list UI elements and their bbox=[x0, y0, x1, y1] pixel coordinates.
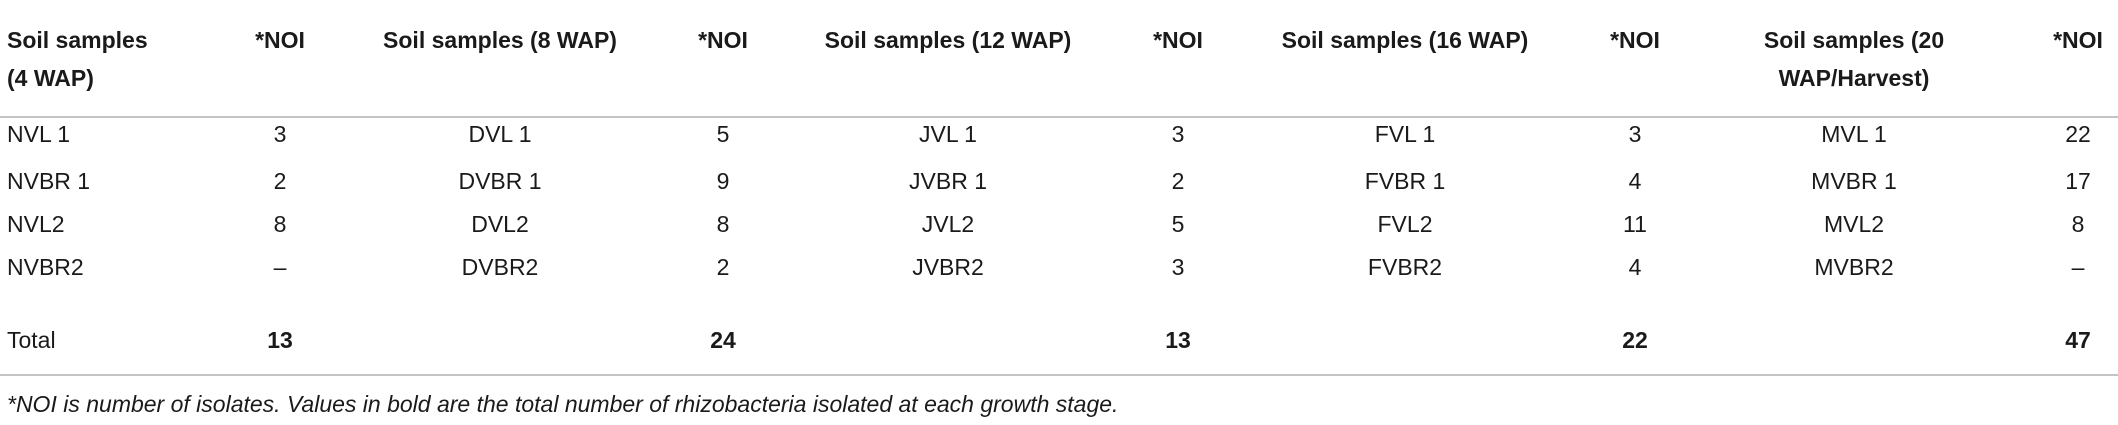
table-cell: FVBR 1 bbox=[1364, 168, 1446, 194]
table-cell: NVL 1 bbox=[7, 121, 71, 147]
table-cell: 2 bbox=[273, 168, 287, 194]
table-cell: DVL 1 bbox=[468, 121, 532, 147]
column-header: Soil samples (12 WAP) bbox=[824, 27, 1072, 53]
footnote: *NOI is number of isolates. Values in bo… bbox=[7, 391, 1119, 417]
column-header: *NOI bbox=[1153, 27, 1203, 53]
table-cell: JVL 1 bbox=[919, 121, 977, 147]
table-cell: 3 bbox=[1171, 121, 1185, 147]
table-cell: 3 bbox=[1171, 254, 1185, 280]
table-cell: NVBR2 bbox=[7, 254, 84, 280]
table-cell: DVBR 1 bbox=[458, 168, 542, 194]
table-cell: NVL2 bbox=[7, 211, 65, 237]
table-cell: 3 bbox=[273, 121, 287, 147]
table-cell: MVL 1 bbox=[1821, 121, 1887, 147]
table-cell: NVBR 1 bbox=[7, 168, 91, 194]
table-cell: DVBR2 bbox=[461, 254, 539, 280]
table-cell: 2 bbox=[716, 254, 730, 280]
table-cell: DVL2 bbox=[471, 211, 529, 237]
column-header: *NOI bbox=[1610, 27, 1660, 53]
table-cell: MVBR2 bbox=[1814, 254, 1894, 280]
table-cell: 5 bbox=[1171, 211, 1185, 237]
table-cell: FVL2 bbox=[1377, 211, 1433, 237]
table-cell: 17 bbox=[2065, 168, 2091, 194]
table-cell: JVBR 1 bbox=[909, 168, 987, 194]
column-header: *NOI bbox=[255, 27, 305, 53]
table-cell: 9 bbox=[716, 168, 730, 194]
table-cell: JVBR2 bbox=[912, 254, 984, 280]
column-header: Soil samples (8 WAP) bbox=[383, 27, 617, 53]
table-cell: 8 bbox=[2071, 211, 2085, 237]
table-cell: MVBR 1 bbox=[1811, 168, 1897, 194]
table-cell: MVL2 bbox=[1823, 211, 1885, 237]
table-cell: – bbox=[273, 254, 287, 280]
table-cell: 3 bbox=[1628, 121, 1642, 147]
table-cell: 5 bbox=[716, 121, 730, 147]
table-cell: 4 bbox=[1628, 254, 1642, 280]
table-cell: FVBR2 bbox=[1367, 254, 1443, 280]
total-label: Total bbox=[7, 327, 56, 353]
table-cell: 22 bbox=[2065, 121, 2091, 147]
table-cell: 2 bbox=[1171, 168, 1185, 194]
table-cell: 8 bbox=[273, 211, 287, 237]
column-header: Soil samples (4 WAP) bbox=[7, 27, 148, 91]
column-header: *NOI bbox=[2053, 27, 2103, 53]
table-cell: 11 bbox=[1623, 211, 1647, 237]
table-cell: – bbox=[2071, 254, 2085, 280]
column-header: Soil samples (16 WAP) bbox=[1281, 27, 1529, 53]
total-value: 47 bbox=[2065, 327, 2091, 353]
table-cell: 4 bbox=[1628, 168, 1642, 194]
table-cell: 8 bbox=[716, 211, 730, 237]
header-rule bbox=[0, 116, 2118, 118]
total-value: 13 bbox=[1165, 327, 1191, 353]
bottom-rule bbox=[0, 374, 2118, 376]
table-cell: JVL2 bbox=[921, 211, 975, 237]
total-value: 22 bbox=[1622, 327, 1648, 353]
column-header: Soil samples (20 WAP/Harvest) bbox=[1763, 27, 1945, 91]
total-value: 24 bbox=[710, 327, 736, 353]
column-header: *NOI bbox=[698, 27, 748, 53]
total-value: 13 bbox=[267, 327, 293, 353]
table-cell: FVL 1 bbox=[1374, 121, 1436, 147]
